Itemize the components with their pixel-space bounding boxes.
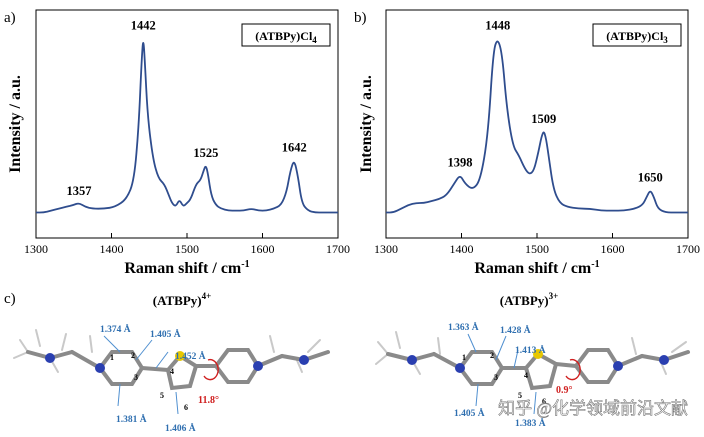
x-axis-label-sup-b: -1 bbox=[591, 259, 599, 270]
structure-atbpy-4plus: (ATBPy)4+ bbox=[13, 291, 330, 434]
spectrum-line-b bbox=[385, 40, 688, 214]
legend-a: (ATBPy)Cl4 bbox=[241, 23, 331, 47]
peak-label-b-1: 1448 bbox=[485, 19, 510, 33]
legend-sub-a: 4 bbox=[312, 35, 317, 45]
atom-num-right-1: 1 bbox=[462, 353, 466, 362]
x-tick-labels-b: 1300 1400 1500 1600 1700 bbox=[374, 242, 700, 256]
x-axis-label-main-b: Raman shift / cm bbox=[474, 260, 592, 277]
x-tick-label-b-3: 1600 bbox=[601, 242, 625, 256]
bond-length-right-3: 1.413 Å bbox=[515, 344, 546, 356]
legend-sub-b: 3 bbox=[663, 35, 668, 45]
structure-title-left: (ATBPy)4+ bbox=[153, 291, 212, 308]
bond-length-left-2: 1.405 Å bbox=[150, 328, 181, 340]
peak-label-b-0: 1398 bbox=[447, 156, 472, 170]
x-tick-label-b-0: 1300 bbox=[374, 242, 398, 256]
dihedral-arc-left bbox=[203, 358, 219, 381]
bond-length-left-1: 1.374 Å bbox=[100, 323, 131, 335]
molecule-drawing-left bbox=[13, 329, 330, 391]
legend-box-b bbox=[592, 23, 682, 47]
bond-length-left-3: 1.452 Å bbox=[175, 350, 206, 362]
molecular-structures-panel: c) (ATBPy)4+ bbox=[4, 291, 690, 434]
molecule-drawing-right bbox=[375, 331, 690, 391]
peak-label-b-3: 1650 bbox=[638, 171, 663, 185]
watermark: 知乎 @化学领域前沿文献 bbox=[498, 399, 688, 418]
x-axis-label-b: Raman shift / cm-1 bbox=[474, 259, 599, 277]
x-tick-label-a-3: 1600 bbox=[251, 242, 275, 256]
atom-num-right-4: 4 bbox=[524, 371, 528, 380]
x-tick-label-a-1: 1400 bbox=[100, 242, 124, 256]
x-tick-label-b-2: 1500 bbox=[525, 242, 549, 256]
x-ticks-b bbox=[385, 233, 689, 238]
legend-box-a bbox=[241, 23, 331, 47]
structure-title-left-sup: 4+ bbox=[202, 291, 212, 301]
bond-length-right-4: 1.405 Å bbox=[454, 407, 485, 419]
atom-num-left-3: 3 bbox=[134, 373, 138, 382]
peak-labels-a: 1357 1442 1525 1642 bbox=[67, 19, 307, 198]
structure-title-left-main: (ATBPy) bbox=[153, 293, 202, 308]
y-axis-label-a: Intensity / a.u. bbox=[7, 75, 24, 173]
atom-num-left-1: 1 bbox=[110, 353, 114, 362]
x-tick-label-a-2: 1500 bbox=[175, 242, 199, 256]
atom-num-left-6: 6 bbox=[184, 403, 188, 412]
panel-label-b: b) bbox=[354, 10, 367, 26]
peak-label-a-2: 1525 bbox=[193, 146, 218, 160]
atom-num-right-3: 3 bbox=[494, 373, 498, 382]
peak-label-a-0: 1357 bbox=[67, 184, 92, 198]
structure-title-right-main: (ATBPy) bbox=[500, 293, 549, 308]
bond-length-left-4: 1.381 Å bbox=[116, 413, 147, 425]
peak-label-a-3: 1642 bbox=[282, 140, 307, 154]
atom-num-left-2: 2 bbox=[131, 351, 135, 360]
spectrum-line-a bbox=[35, 42, 338, 214]
peak-labels-b: 1398 1448 1509 1650 bbox=[447, 19, 662, 185]
x-tick-label-b-1: 1400 bbox=[450, 242, 474, 256]
raman-chart-a: a) 1300 1400 1500 1600 1700 1357 1442 1525 1642… bbox=[4, 9, 350, 277]
panel-label-c: c) bbox=[4, 291, 16, 307]
x-tick-label-a-0: 1300 bbox=[24, 242, 48, 256]
legend-text-a: (ATBPy)Cl4 bbox=[255, 29, 317, 45]
x-axis-label-sup-a: -1 bbox=[241, 259, 249, 270]
x-axis-label-a: Raman shift / cm-1 bbox=[124, 259, 249, 277]
dihedral-angle-right: 0.9° bbox=[556, 385, 573, 396]
legend-main-b: (ATBPy)Cl bbox=[606, 29, 664, 43]
atom-num-left-4: 4 bbox=[170, 367, 174, 376]
dihedral-angle-left: 11.8° bbox=[198, 395, 219, 406]
bond-length-right-5: 1.383 Å bbox=[515, 417, 546, 429]
peak-label-a-1: 1442 bbox=[131, 19, 156, 33]
peak-label-b-2: 1509 bbox=[531, 112, 556, 126]
atom-num-left-5: 5 bbox=[160, 391, 164, 400]
x-tick-labels-a: 1300 1400 1500 1600 1700 bbox=[24, 242, 350, 256]
legend-text-b: (ATBPy)Cl3 bbox=[606, 29, 668, 45]
structure-title-right-sup: 3+ bbox=[549, 291, 559, 301]
dihedral-arc-right bbox=[565, 358, 581, 381]
bond-length-left-5: 1.406 Å bbox=[165, 422, 196, 434]
x-tick-label-a-4: 1700 bbox=[326, 242, 350, 256]
x-tick-label-b-4: 1700 bbox=[676, 242, 700, 256]
panel-label-a: a) bbox=[4, 10, 16, 26]
x-ticks-a bbox=[35, 233, 339, 238]
structure-title-right: (ATBPy)3+ bbox=[500, 291, 559, 308]
atom-num-right-2: 2 bbox=[490, 351, 494, 360]
bond-length-right-2: 1.428 Å bbox=[500, 324, 531, 336]
legend-main-a: (ATBPy)Cl bbox=[255, 29, 313, 43]
atom-num-right-5: 5 bbox=[518, 391, 522, 400]
atom-num-right-6: 6 bbox=[542, 397, 546, 406]
y-axis-label-b: Intensity / a.u. bbox=[358, 75, 375, 173]
raman-chart-b: b) 1300 1400 1500 1600 1700 1398 1448 1509 1650… bbox=[354, 9, 700, 277]
bond-length-right-1: 1.363 Å bbox=[448, 321, 479, 333]
structure-atbpy-3plus: (ATBPy)3+ bbox=[375, 291, 690, 429]
legend-b: (ATBPy)Cl3 bbox=[592, 23, 682, 47]
x-axis-label-main-a: Raman shift / cm bbox=[124, 260, 242, 277]
